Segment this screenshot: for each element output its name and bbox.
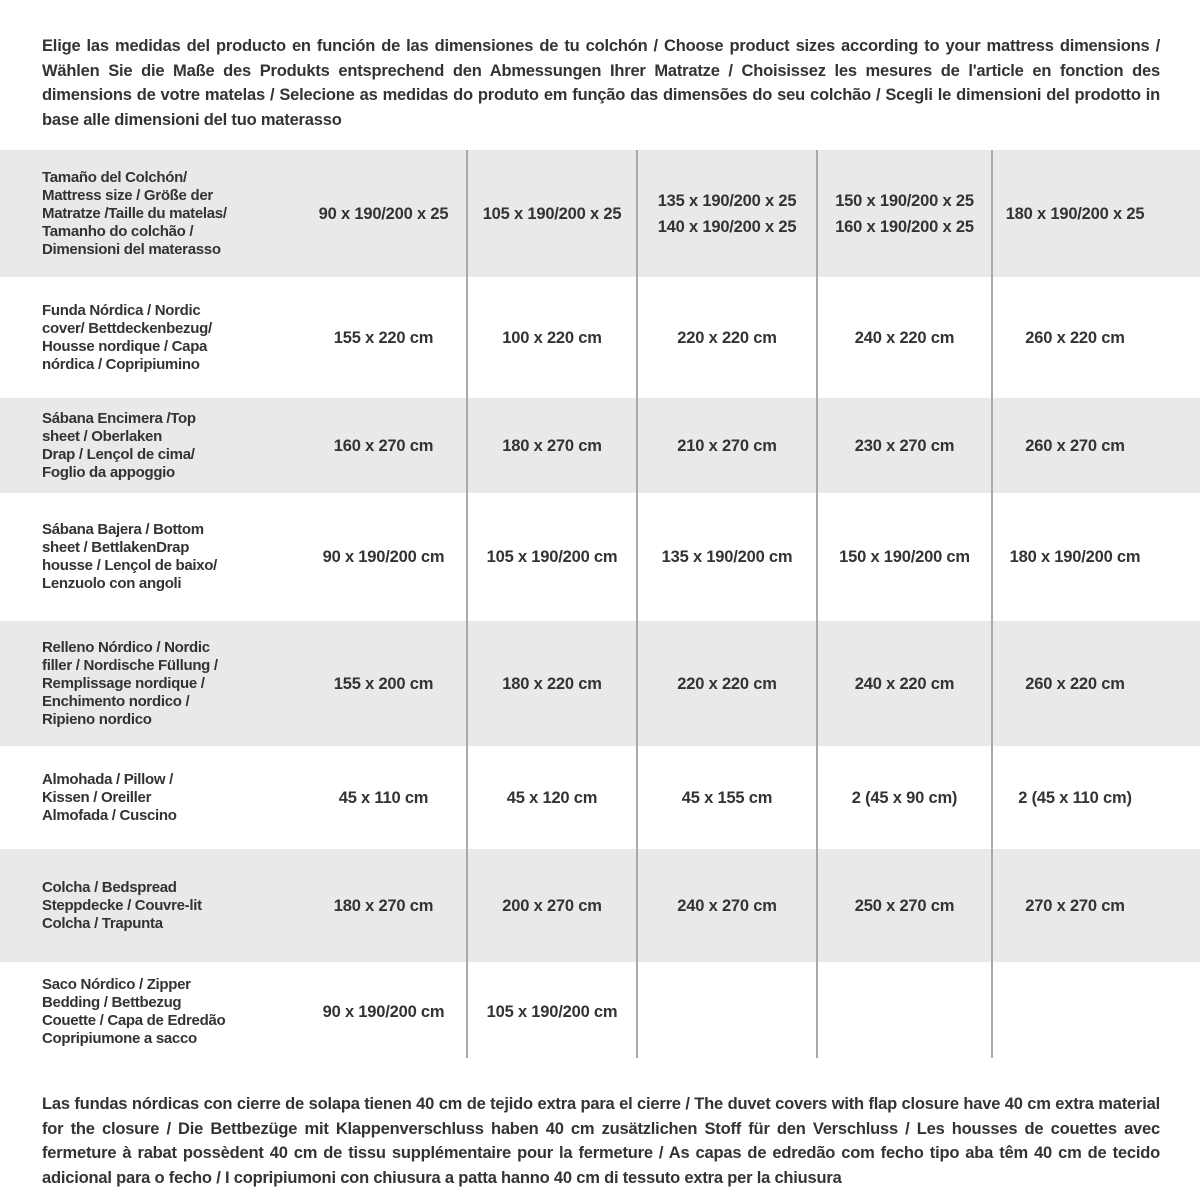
size-value-cell: 90 x 190/200 cm	[322, 1003, 445, 1021]
size-value-cell: 45 x 155 cm	[681, 788, 773, 807]
size-value-cell: 240 x 270 cm	[677, 896, 777, 915]
size-value-cell: 180 x 270 cm	[333, 896, 434, 915]
product-label-cell: Relleno Nórdico / Nordic filler / Nordis…	[42, 638, 218, 728]
size-value-cell: 180 x 220 cm	[502, 674, 602, 693]
size-value-cell: 135 x 190/200 x 25 140 x 190/200 x 25	[657, 191, 797, 236]
size-value-cell: 150 x 190/200 cm	[839, 548, 970, 566]
size-value-cell: 220 x 220 cm	[677, 674, 777, 693]
size-value-cell: 260 x 220 cm	[1025, 328, 1125, 347]
size-value-cell	[992, 966, 1200, 1058]
column-divider	[816, 150, 818, 1058]
size-value-cell: 105 x 190/200 cm	[486, 1003, 618, 1021]
product-label-cell: Sábana Bajera / Bottom sheet / Bettlaken…	[42, 521, 218, 592]
column-divider	[991, 150, 993, 1058]
size-value-cell: 150 x 190/200 x 25 160 x 190/200 x 25	[835, 191, 974, 236]
size-value-cell: 260 x 270 cm	[1025, 436, 1125, 455]
column-divider	[466, 150, 468, 1058]
size-table: Tamaño del Colchón/ Mattress size / Größ…	[0, 150, 1200, 1058]
size-value-cell: 220 x 220 cm	[677, 328, 777, 347]
size-value-cell: 45 x 120 cm	[506, 788, 598, 807]
size-value-cell: 200 x 270 cm	[502, 896, 602, 915]
size-value-cell: 230 x 270 cm	[854, 436, 955, 455]
size-value-cell: 240 x 220 cm	[854, 674, 955, 693]
size-value-cell	[637, 966, 817, 1058]
table-row-bedspread: Colcha / Bedspread Steppdecke / Couvre-l…	[0, 849, 1200, 962]
size-value-cell: 105 x 190/200 cm	[486, 548, 618, 566]
size-value-cell	[817, 966, 992, 1058]
product-label-cell: Almohada / Pillow / Kissen / Oreiller Al…	[42, 770, 177, 824]
size-value-cell: 180 x 190/200 x 25	[1005, 204, 1145, 223]
size-value-cell: 2 (45 x 90 cm)	[851, 788, 958, 807]
column-divider	[636, 150, 638, 1058]
size-guide-page: Elige las medidas del producto en funció…	[0, 34, 1200, 1200]
product-label-cell: Saco Nórdico / Zipper Bedding / Bettbezu…	[42, 976, 226, 1047]
table-row-top-sheet: Sábana Encimera /Top sheet / Oberlaken D…	[0, 398, 1200, 493]
size-value-cell: 90 x 190/200 cm	[322, 548, 445, 566]
table-row-bottom-sheet: Sábana Bajera / Bottom sheet / Bettlaken…	[0, 497, 1200, 617]
table-row-pillow: Almohada / Pillow / Kissen / Oreiller Al…	[0, 750, 1200, 845]
size-value-cell: 45 x 110 cm	[338, 788, 429, 807]
size-value-cell: 155 x 200 cm	[333, 674, 434, 693]
size-value-cell: 180 x 270 cm	[502, 436, 602, 455]
product-label-cell: Sábana Encimera /Top sheet / Oberlaken D…	[42, 409, 196, 481]
size-value-cell: 135 x 190/200 cm	[661, 548, 793, 566]
size-value-cell: 270 x 270 cm	[1025, 896, 1125, 915]
footnote-text: Las fundas nórdicas con cierre de solapa…	[42, 1095, 1160, 1187]
intro-text: Elige las medidas del producto en funció…	[42, 37, 1160, 129]
size-value-cell: 2 (45 x 110 cm)	[1018, 788, 1132, 807]
size-value-cell: 240 x 220 cm	[854, 328, 955, 347]
size-value-cell: 155 x 220 cm	[333, 328, 434, 347]
size-value-cell: 250 x 270 cm	[854, 896, 955, 915]
table-row-nordic-filler: Relleno Nórdico / Nordic filler / Nordis…	[0, 621, 1200, 746]
table-row-zipper-bedding: Saco Nórdico / Zipper Bedding / Bettbezu…	[0, 966, 1200, 1058]
product-label-cell: Tamaño del Colchón/ Mattress size / Größ…	[42, 168, 227, 258]
size-value-cell: 180 x 190/200 cm	[1009, 548, 1141, 566]
size-value-cell: 90 x 190/200 x 25	[318, 204, 449, 223]
product-label-cell: Colcha / Bedspread Steppdecke / Couvre-l…	[42, 878, 202, 932]
size-value-cell: 210 x 270 cm	[677, 436, 777, 455]
size-value-cell: 260 x 220 cm	[1025, 674, 1125, 693]
size-value-cell: 105 x 190/200 x 25	[482, 204, 622, 223]
table-row-mattress-size: Tamaño del Colchón/ Mattress size / Größ…	[0, 150, 1200, 277]
size-value-cell: 100 x 220 cm	[502, 328, 602, 347]
table-row-nordic-cover: Funda Nórdica / Nordic cover/ Bettdecken…	[0, 281, 1200, 394]
product-label-cell: Funda Nórdica / Nordic cover/ Bettdecken…	[42, 301, 212, 373]
size-value-cell: 160 x 270 cm	[333, 436, 434, 455]
